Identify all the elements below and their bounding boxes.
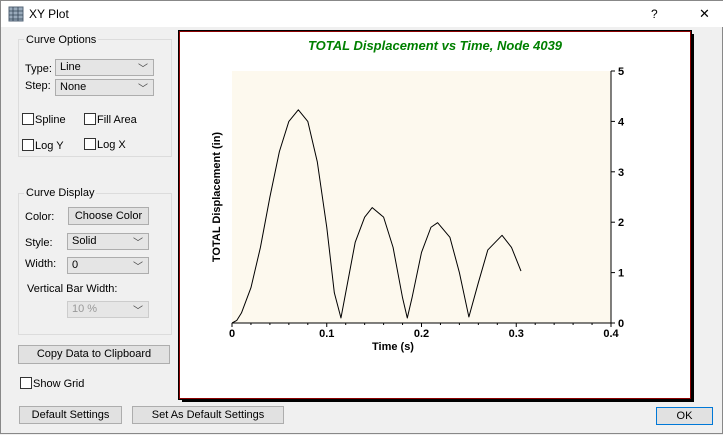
default-settings-button[interactable]: Default Settings — [19, 406, 122, 424]
chevron-down-icon: ﹀ — [138, 64, 148, 75]
show-grid-checkbox[interactable] — [20, 377, 32, 389]
fill-area-checkbox[interactable] — [84, 113, 96, 125]
x-tick-label: 0.3 — [509, 328, 524, 340]
x-tick-label: 0.4 — [603, 328, 619, 340]
style-select[interactable]: Solid ﹀ — [67, 233, 149, 250]
width-label: Width: — [25, 258, 57, 270]
close-button[interactable]: ✕ — [699, 6, 710, 21]
spline-label: Spline — [35, 114, 66, 126]
fill-area-label: Fill Area — [97, 114, 137, 126]
width-value: 0 — [72, 259, 79, 271]
ok-button[interactable]: OK — [656, 407, 713, 425]
type-value: Line — [60, 61, 81, 73]
log-y-label: Log Y — [35, 140, 64, 152]
type-select[interactable]: Line ﹀ — [55, 59, 154, 76]
help-button[interactable]: ? — [651, 7, 658, 21]
chevron-down-icon: ﹀ — [133, 262, 143, 273]
step-value: None — [60, 81, 87, 93]
data-series-line — [231, 109, 522, 324]
y-tick-label: 2 — [618, 217, 624, 229]
y-tick-label: 3 — [618, 167, 624, 179]
type-label: Type: — [25, 63, 52, 75]
vertical-bar-width-select: 10 % ﹀ — [67, 301, 149, 318]
chevron-down-icon: ﹀ — [133, 306, 143, 317]
style-value: Solid — [72, 235, 97, 247]
vertical-bar-width-value: 10 % — [72, 303, 98, 315]
x-tick-label: 0.1 — [319, 328, 334, 340]
copy-data-button[interactable]: Copy Data to Clipboard — [18, 345, 170, 364]
curve-display-label: Curve Display — [24, 187, 97, 199]
grid-chart-icon — [8, 6, 24, 22]
chart-title: TOTAL Displacement vs Time, Node 4039 — [307, 38, 563, 53]
chevron-down-icon: ﹀ — [133, 238, 143, 249]
color-label: Color: — [25, 211, 55, 223]
log-y-checkbox[interactable] — [22, 139, 34, 151]
spline-checkbox[interactable] — [22, 113, 34, 125]
x-tick-label: 0.2 — [414, 328, 429, 340]
choose-color-button[interactable]: Choose Color — [68, 207, 149, 225]
title-bar: XY Plot ? ✕ — [1, 1, 723, 27]
y-tick-label: 1 — [618, 268, 624, 280]
chevron-down-icon: ﹀ — [138, 84, 148, 95]
x-axis-label: Time (s) — [372, 341, 414, 353]
y-axis-label: TOTAL Displacement (in) — [211, 131, 223, 263]
y-tick-label: 0 — [618, 318, 624, 330]
log-x-label: Log X — [97, 139, 126, 151]
set-as-default-button[interactable]: Set As Default Settings — [132, 406, 284, 424]
plot-area — [232, 71, 611, 323]
y-tick-label: 4 — [618, 116, 625, 128]
y-tick-label: 5 — [618, 66, 624, 78]
style-label: Style: — [25, 237, 53, 249]
show-grid-label: Show Grid — [33, 378, 85, 390]
vertical-bar-width-label: Vertical Bar Width: — [27, 283, 118, 295]
x-tick-label: 0 — [229, 328, 235, 340]
window-title: XY Plot — [29, 7, 69, 21]
curve-options-label: Curve Options — [24, 34, 99, 46]
step-select[interactable]: None ﹀ — [55, 79, 154, 96]
width-select[interactable]: 0 ﹀ — [67, 257, 149, 274]
step-label: Step: — [25, 80, 51, 92]
log-x-checkbox[interactable] — [84, 138, 96, 150]
